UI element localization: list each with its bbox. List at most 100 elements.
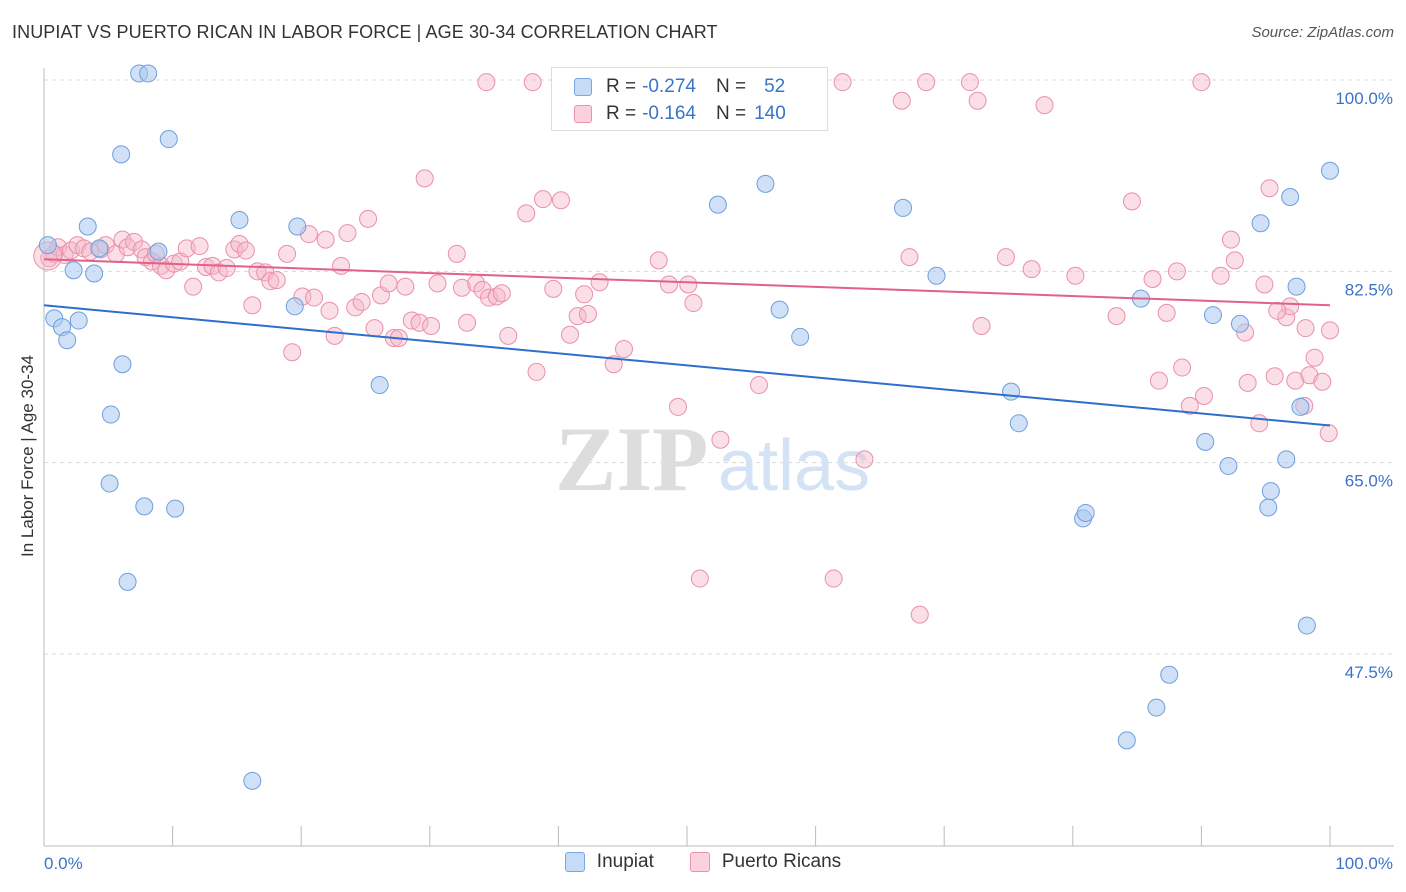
legend-row-puerto-ricans: R = -0.164 N = 140 — [574, 101, 786, 127]
inupiat-point — [159, 130, 178, 149]
inupiat-point — [770, 300, 789, 319]
r-value-inupiat: -0.274 — [642, 76, 696, 97]
puerto-ricans-point — [458, 313, 477, 332]
puerto-ricans-point — [477, 73, 496, 92]
puerto-ricans-point — [1022, 260, 1041, 279]
inupiat-point — [149, 242, 168, 261]
inupiat-point — [1117, 731, 1136, 750]
puerto-ricans-point — [499, 326, 518, 345]
puerto-ricans-point — [1277, 308, 1296, 327]
puerto-ricans-point — [1296, 319, 1315, 338]
puerto-ricans-point — [171, 252, 190, 271]
puerto-ricans-point — [422, 317, 441, 335]
inupiat-point — [288, 217, 307, 236]
puerto-ricans-point — [855, 450, 874, 469]
puerto-ricans-point — [1167, 262, 1186, 281]
puerto-ricans-point — [184, 277, 203, 296]
inupiat-point — [58, 331, 77, 350]
correlation-legend: R = -0.274 N = 52 R = -0.164 N = 140 — [551, 67, 828, 131]
puerto-ricans-point — [410, 313, 429, 332]
watermark: ZIP atlas — [555, 408, 870, 510]
puerto-ricans-point — [325, 326, 344, 345]
inupiat-point — [112, 145, 131, 164]
puerto-ricans-point — [590, 273, 609, 292]
puerto-ricans-point — [1286, 371, 1305, 390]
inupiat-point — [118, 572, 137, 591]
puerto-ricans-point — [1255, 275, 1274, 294]
puerto-ricans-point — [1305, 348, 1324, 367]
inupiat-point — [1196, 432, 1215, 451]
puerto-ricans-point — [283, 343, 302, 362]
y-tick-label: 82.5% — [1345, 280, 1393, 299]
inupiat-point — [370, 376, 389, 395]
n-value-puerto-ricans: 140 — [754, 103, 786, 124]
puerto-ricans-point — [833, 73, 852, 92]
puerto-ricans-point — [960, 73, 979, 92]
inupiat-point — [927, 266, 946, 285]
puerto-ricans-point — [668, 397, 687, 416]
puerto-ricans-point — [316, 230, 335, 249]
trend-lines — [43, 258, 1331, 427]
inupiat-point — [100, 474, 119, 493]
legend-item-inupiat[interactable]: Inupiat — [564, 851, 654, 873]
puerto-ricans-point — [365, 319, 384, 338]
n-label: N = — [715, 76, 747, 97]
inupiat-point — [1259, 498, 1278, 517]
puerto-ricans-point — [711, 430, 730, 449]
puerto-ricans-point — [824, 569, 843, 588]
inupiat-point — [1251, 214, 1270, 233]
inupiat-swatch — [574, 78, 592, 96]
puerto-ricans-point — [125, 232, 144, 251]
puerto-ricans-point — [1321, 321, 1339, 340]
r-label: R = — [606, 103, 637, 124]
puerto-ricans-point — [1211, 266, 1230, 285]
puerto-ricans-point — [261, 272, 280, 291]
puerto-ricans-points — [33, 73, 1339, 624]
inupiat-point — [113, 355, 132, 374]
inupiat-point — [285, 297, 304, 316]
puerto-ricans-point — [492, 284, 511, 303]
inupiat-point — [135, 497, 154, 516]
inupiat-point — [1002, 382, 1021, 401]
puerto-ricans-swatch — [574, 105, 592, 123]
inupiat-point — [1291, 397, 1310, 416]
inupiat-point — [1009, 414, 1028, 433]
puerto-ricans-point — [614, 339, 633, 358]
puerto-ricans-point — [487, 287, 506, 306]
inupiat-legend-swatch — [564, 852, 585, 872]
puerto-ricans-point — [230, 235, 249, 253]
inupiat-point — [791, 327, 810, 346]
puerto-ricans-point — [551, 191, 570, 210]
inupiat-point — [243, 771, 262, 790]
inupiat-point — [101, 405, 120, 424]
inupiat-point — [85, 264, 104, 283]
puerto-ricans-point — [1319, 424, 1338, 443]
puerto-ricans-point — [320, 301, 339, 320]
inupiat-point — [1261, 482, 1280, 501]
series-legend: Inupiat Puerto Ricans — [0, 851, 1406, 873]
chart-title: INUPIAT VS PUERTO RICAN IN LABOR FORCE |… — [12, 22, 718, 42]
y-tick-label: 47.5% — [1345, 663, 1393, 682]
axes — [43, 68, 1394, 847]
legend-item-puerto-ricans[interactable]: Puerto Ricans — [689, 851, 841, 873]
n-label: N = — [715, 103, 747, 124]
puerto-ricans-point — [527, 362, 546, 381]
x-tick-label: 100.0% — [1335, 854, 1393, 873]
puerto-ricans-point — [750, 376, 769, 395]
inupiat-point — [1321, 161, 1339, 180]
puerto-ricans-point — [1265, 367, 1284, 386]
inupiat-point — [1277, 450, 1296, 469]
puerto-ricans-point — [1221, 230, 1240, 249]
puerto-ricans-point — [649, 251, 668, 270]
puerto-ricans-point — [1173, 358, 1192, 377]
inupiat-point — [708, 195, 727, 214]
puerto-ricans-legend-swatch — [689, 852, 710, 872]
puerto-ricans-point — [352, 292, 371, 311]
inupiat-point — [1281, 187, 1300, 206]
puerto-ricans-point — [1260, 179, 1279, 198]
puerto-ricans-point — [447, 244, 466, 263]
puerto-ricans-point — [452, 278, 471, 297]
puerto-ricans-point — [1143, 269, 1162, 288]
puerto-ricans-point — [1107, 307, 1126, 326]
inupiat-point — [230, 210, 249, 229]
